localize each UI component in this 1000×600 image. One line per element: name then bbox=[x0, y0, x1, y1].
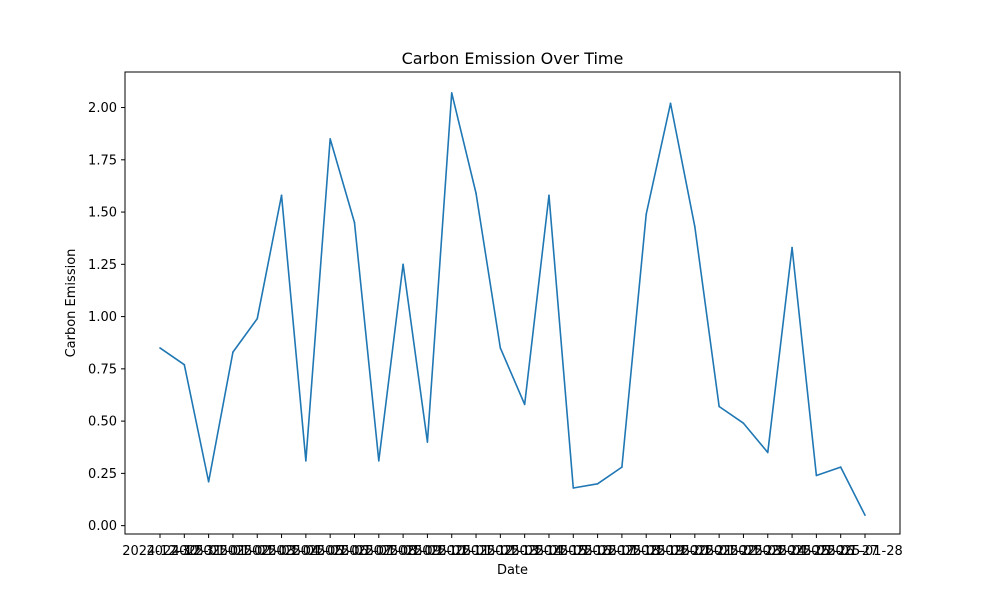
plot-area bbox=[125, 72, 900, 534]
data-point bbox=[207, 480, 210, 483]
x-tick-label: 2025-01-19 bbox=[608, 544, 684, 559]
x-tick-label: 2025-01-16 bbox=[535, 544, 611, 559]
x-tick-label: 2025-01-26 bbox=[779, 544, 855, 559]
series-layer bbox=[159, 92, 866, 516]
x-tick-label: 2024-12-30 bbox=[122, 544, 198, 559]
y-tick-label: 0.25 bbox=[88, 467, 117, 482]
data-point bbox=[596, 483, 599, 485]
data-point bbox=[377, 460, 380, 462]
y-tick-label: 1.75 bbox=[88, 153, 117, 168]
x-tick-label: 2025-01-13 bbox=[463, 544, 539, 559]
y-axis-label: Carbon Emission bbox=[64, 249, 79, 358]
data-point bbox=[621, 466, 623, 468]
y-tick-label: 1.50 bbox=[88, 206, 117, 221]
x-tick-label: 2025-01-10 bbox=[390, 544, 466, 559]
x-tick-label: 2025-01-12 bbox=[438, 544, 514, 559]
data-point bbox=[475, 192, 477, 195]
data-point bbox=[645, 213, 648, 215]
data-point bbox=[839, 466, 842, 468]
x-tick-label: 2025-01-18 bbox=[584, 544, 660, 559]
x-tick-label: 2025-01-06 bbox=[292, 544, 368, 559]
x-tick-label: 2025-01-21 bbox=[657, 544, 733, 559]
data-point bbox=[426, 441, 429, 443]
data-point bbox=[305, 460, 307, 462]
data-point bbox=[256, 317, 259, 320]
x-tick-label: 2025-01-04 bbox=[244, 544, 320, 559]
data-point bbox=[548, 194, 550, 197]
y-tick-label: 0.00 bbox=[88, 519, 117, 534]
plot-frame bbox=[124, 71, 901, 535]
data-point bbox=[815, 474, 818, 477]
y-tick-label: 0.75 bbox=[88, 362, 117, 377]
x-tick-label: 2025-01-25 bbox=[754, 544, 830, 559]
data-point bbox=[183, 363, 186, 366]
x-tick-label: 2025-01-24 bbox=[730, 544, 806, 559]
data-point bbox=[742, 422, 745, 425]
x-tick-label: 2025-01-27 bbox=[803, 544, 879, 559]
x-tick-label: 2025-01-28 bbox=[827, 544, 903, 559]
y-axis-ticks: 0.00 0.25 0.50 0.75 1.00 1.25 1.50 1.75 2.00 bbox=[88, 101, 125, 534]
x-tick-label: 2025-01-22 bbox=[681, 544, 757, 559]
data-point bbox=[669, 102, 672, 105]
series-line bbox=[159, 92, 866, 516]
data-point bbox=[718, 405, 720, 408]
y-tick-label: 1.00 bbox=[88, 310, 117, 325]
data-point bbox=[694, 225, 696, 228]
data-point bbox=[450, 92, 453, 94]
x-tick-label: 2025-01-02 bbox=[195, 544, 271, 559]
x-tick-label: 2025-01-11 bbox=[414, 544, 490, 559]
x-tick-label: 2024-12-31 bbox=[147, 544, 223, 559]
x-tick-label: 2025-01-09 bbox=[365, 544, 441, 559]
data-point bbox=[766, 451, 769, 454]
x-tick-label: 2025-01-07 bbox=[317, 544, 393, 559]
data-point bbox=[864, 514, 866, 516]
chart-title: Carbon Emission Over Time bbox=[402, 49, 624, 68]
x-tick-label: 2025-01-08 bbox=[341, 544, 417, 559]
data-point bbox=[329, 138, 331, 140]
data-point bbox=[159, 347, 161, 349]
data-point bbox=[232, 351, 234, 353]
data-point bbox=[791, 246, 793, 249]
y-tick-label: 0.50 bbox=[88, 415, 117, 430]
data-point bbox=[280, 194, 283, 197]
x-tick-label: 2025-01-14 bbox=[487, 544, 563, 559]
x-axis-label: Date bbox=[497, 563, 528, 578]
data-point bbox=[523, 403, 526, 406]
x-tick-label: 2025-01-05 bbox=[268, 544, 344, 559]
y-tick-label: 2.00 bbox=[88, 101, 117, 116]
y-tick-label: 1.25 bbox=[88, 258, 117, 273]
data-point bbox=[499, 347, 502, 349]
data-point bbox=[572, 487, 575, 489]
x-tick-label: 2025-01-17 bbox=[560, 544, 636, 559]
data-point bbox=[402, 263, 404, 266]
data-point bbox=[353, 221, 356, 224]
x-tick-label: 2025-01-01 bbox=[171, 544, 247, 559]
x-tick-label: 2025-01-20 bbox=[633, 544, 709, 559]
x-tick-label: 2025-01-23 bbox=[706, 544, 782, 559]
x-tick-label: 2025-01-03 bbox=[219, 544, 295, 559]
x-tick-label: 2025-01-15 bbox=[511, 544, 587, 559]
x-axis-ticks: 2024-12-302024-12-312025-01-012025-01-02… bbox=[122, 534, 903, 559]
